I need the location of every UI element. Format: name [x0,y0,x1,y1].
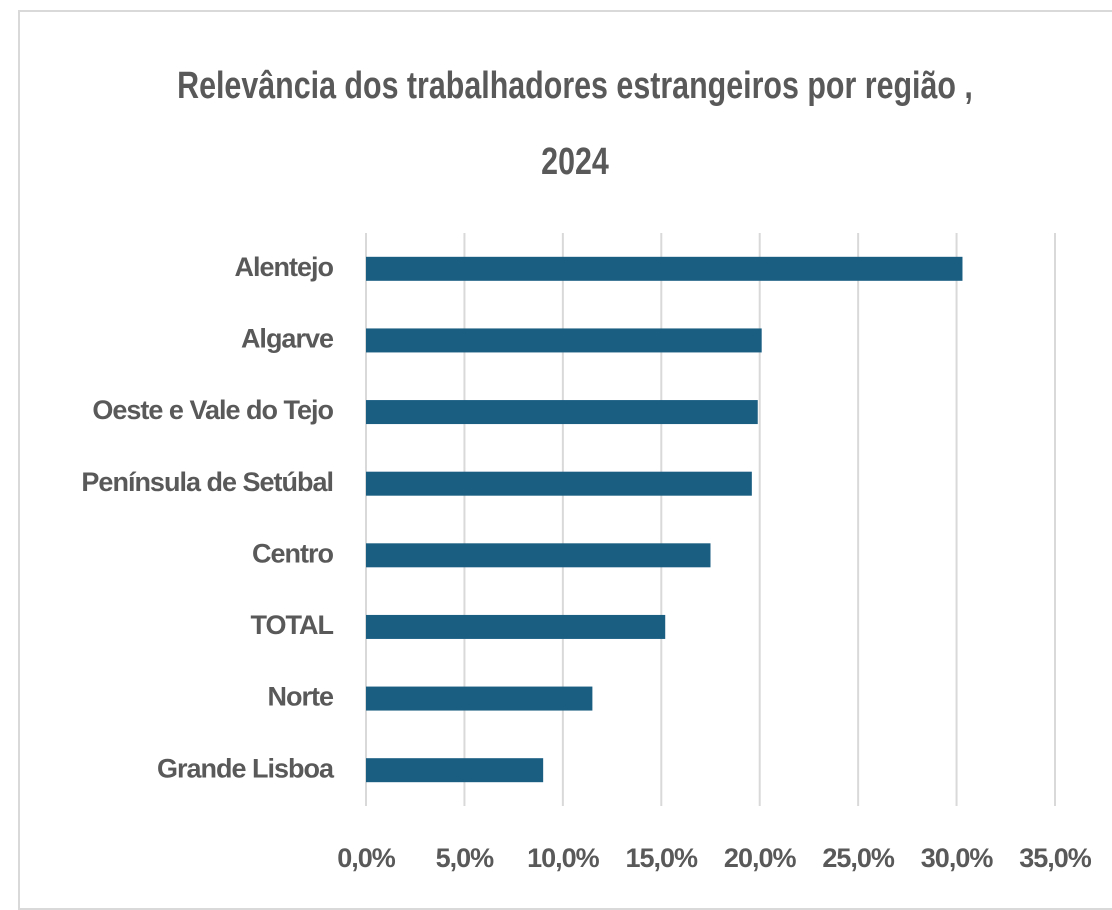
x-tick-label: 0,0% [337,843,396,873]
y-tick-label: TOTAL [251,610,334,640]
x-tick-label: 35,0% [1019,843,1092,873]
y-tick-label: Norte [267,682,333,712]
x-tick-label: 20,0% [724,843,797,873]
y-tick-label: Alentejo [234,252,333,282]
bar [366,614,666,639]
y-tick-label: Grande Lisboa [157,753,335,783]
bar [366,471,752,496]
bar [366,758,544,783]
bar [366,256,963,281]
bar [366,400,758,425]
x-tick-label: 10,0% [527,843,600,873]
x-tick-label: 25,0% [822,843,895,873]
x-tick-label: 5,0% [436,843,495,873]
chart-title: Relevância dos trabalhadores estrangeiro… [177,65,973,183]
y-tick-label: Centro [252,538,334,568]
bar [366,686,593,711]
y-tick-label: Algarve [241,324,334,354]
bar [366,328,762,353]
bar [366,543,711,568]
x-tick-label: 30,0% [921,843,994,873]
x-tick-label: 15,0% [626,843,699,873]
y-tick-label: Oeste e Vale do Tejo [92,395,333,425]
y-tick-label: Península de Setúbal [81,467,333,497]
